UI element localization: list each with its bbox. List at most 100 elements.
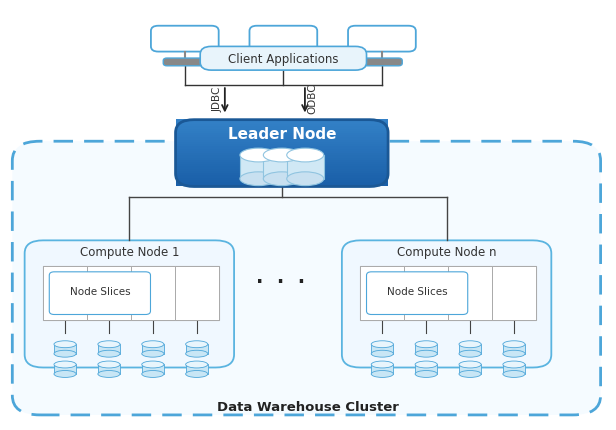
Bar xyxy=(176,171,388,174)
Ellipse shape xyxy=(459,350,481,357)
Text: Leader Node: Leader Node xyxy=(227,127,336,141)
Bar xyxy=(43,267,87,320)
Ellipse shape xyxy=(54,361,76,368)
Ellipse shape xyxy=(142,350,164,357)
Bar xyxy=(371,365,394,374)
Bar xyxy=(176,173,388,176)
Bar xyxy=(360,267,536,320)
Bar xyxy=(176,124,388,127)
Bar xyxy=(176,151,388,154)
Ellipse shape xyxy=(503,361,525,368)
Bar xyxy=(43,267,219,320)
Bar xyxy=(54,365,76,374)
Text: ODBC: ODBC xyxy=(307,83,317,114)
FancyBboxPatch shape xyxy=(200,47,367,71)
Ellipse shape xyxy=(415,341,437,348)
Bar xyxy=(176,182,388,185)
Bar xyxy=(176,147,388,149)
Ellipse shape xyxy=(185,361,208,368)
Ellipse shape xyxy=(371,341,394,348)
Bar xyxy=(185,344,208,354)
Bar xyxy=(142,344,164,354)
Bar xyxy=(131,267,175,320)
Bar xyxy=(142,365,164,374)
FancyBboxPatch shape xyxy=(249,27,317,52)
Ellipse shape xyxy=(142,371,164,378)
Bar xyxy=(87,267,131,320)
Ellipse shape xyxy=(459,371,481,378)
Bar xyxy=(54,344,76,354)
Bar xyxy=(176,144,388,147)
Bar xyxy=(503,365,525,374)
Bar xyxy=(176,135,388,138)
Ellipse shape xyxy=(98,361,120,368)
Bar xyxy=(404,267,448,320)
Bar xyxy=(459,344,481,354)
Text: Client Applications: Client Applications xyxy=(228,52,339,66)
Bar xyxy=(286,156,323,179)
Ellipse shape xyxy=(54,341,76,348)
Ellipse shape xyxy=(415,371,437,378)
Text: Compute Node n: Compute Node n xyxy=(397,245,496,258)
Text: Data Warehouse Cluster: Data Warehouse Cluster xyxy=(217,400,399,413)
Bar xyxy=(176,167,388,169)
FancyBboxPatch shape xyxy=(49,272,150,315)
Bar xyxy=(176,129,388,132)
Bar xyxy=(176,156,388,158)
Bar xyxy=(264,156,300,179)
Bar xyxy=(176,184,388,187)
Ellipse shape xyxy=(185,341,208,348)
Bar xyxy=(176,164,388,167)
Bar xyxy=(176,131,388,134)
Bar xyxy=(176,149,388,151)
Bar xyxy=(176,154,388,156)
Ellipse shape xyxy=(54,350,76,357)
Bar xyxy=(503,344,525,354)
Ellipse shape xyxy=(98,341,120,348)
FancyBboxPatch shape xyxy=(151,27,219,52)
Ellipse shape xyxy=(98,350,120,357)
Bar xyxy=(448,267,492,320)
Bar xyxy=(98,365,120,374)
Bar xyxy=(176,169,388,172)
Ellipse shape xyxy=(286,172,324,186)
Ellipse shape xyxy=(286,149,324,163)
Bar xyxy=(98,344,120,354)
Text: Node Slices: Node Slices xyxy=(387,286,447,296)
Ellipse shape xyxy=(371,350,394,357)
Ellipse shape xyxy=(264,172,301,186)
Ellipse shape xyxy=(185,371,208,378)
Ellipse shape xyxy=(240,149,277,163)
Ellipse shape xyxy=(142,361,164,368)
Ellipse shape xyxy=(371,361,394,368)
Text: JDBC: JDBC xyxy=(213,86,222,111)
Ellipse shape xyxy=(459,361,481,368)
Bar xyxy=(415,365,437,374)
Ellipse shape xyxy=(503,350,525,357)
Bar xyxy=(176,162,388,165)
Text: Compute Node 1: Compute Node 1 xyxy=(79,245,179,258)
FancyBboxPatch shape xyxy=(262,59,304,67)
Ellipse shape xyxy=(98,371,120,378)
Bar xyxy=(176,180,388,183)
FancyBboxPatch shape xyxy=(342,241,551,368)
Bar xyxy=(176,175,388,178)
Bar xyxy=(371,344,394,354)
Bar xyxy=(360,267,404,320)
Text: Node Slices: Node Slices xyxy=(70,286,130,296)
Bar xyxy=(176,178,388,181)
Text: ·  ·  ·: · · · xyxy=(256,272,305,291)
Bar xyxy=(459,365,481,374)
Bar xyxy=(176,142,388,145)
FancyBboxPatch shape xyxy=(12,142,601,415)
Bar xyxy=(415,344,437,354)
Ellipse shape xyxy=(142,341,164,348)
Ellipse shape xyxy=(54,371,76,378)
Bar xyxy=(185,365,208,374)
Ellipse shape xyxy=(240,172,277,186)
Bar xyxy=(176,133,388,136)
FancyBboxPatch shape xyxy=(25,241,234,368)
Bar xyxy=(240,156,277,179)
FancyBboxPatch shape xyxy=(360,59,402,67)
Bar xyxy=(492,267,536,320)
